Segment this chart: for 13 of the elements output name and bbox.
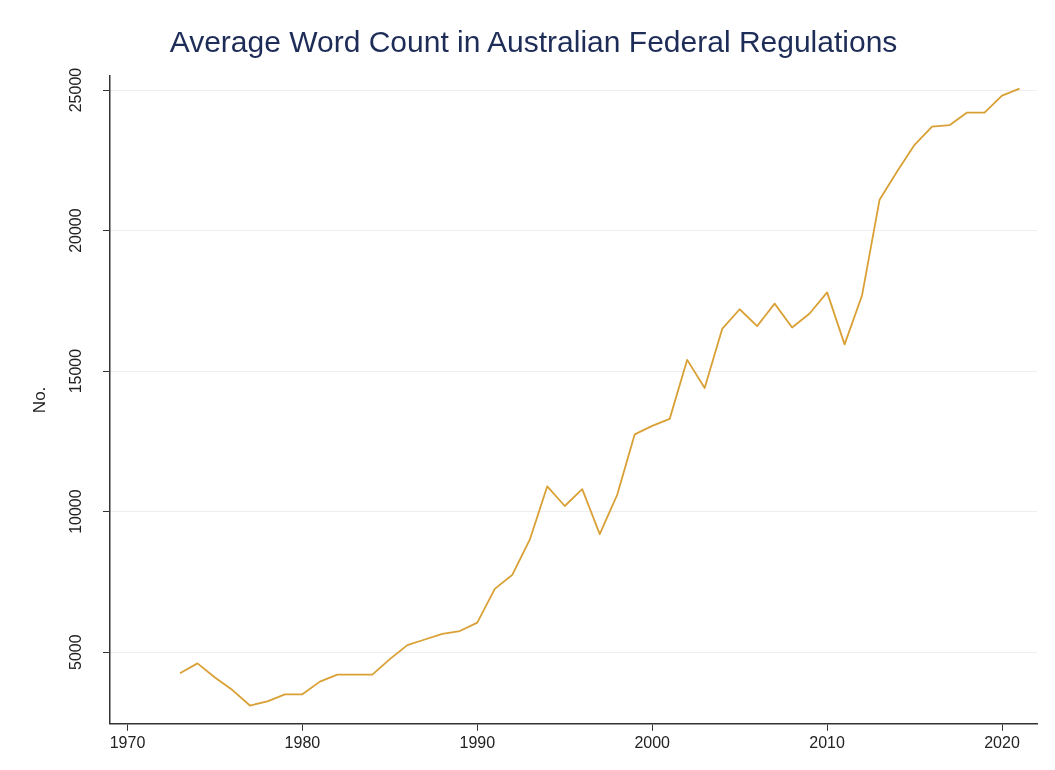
- x-tick-label: 1970: [109, 733, 146, 751]
- x-tick-label: 1980: [284, 733, 321, 751]
- y-tick-label: 20000: [67, 208, 85, 253]
- y-tick-label: 15000: [67, 348, 85, 394]
- y-axis-title: No.: [29, 386, 49, 414]
- x-tick-label: 2000: [634, 733, 671, 751]
- chart-title: Average Word Count in Australian Federal Regulations: [169, 25, 898, 59]
- y-tick-label: 10000: [67, 489, 85, 534]
- x-tick-label: 2010: [809, 733, 846, 751]
- x-tick-label: 1990: [459, 733, 496, 751]
- x-tick-label: 2020: [984, 733, 1020, 751]
- y-tick-label: 25000: [67, 67, 85, 113]
- y-tick-label: 5000: [67, 634, 85, 670]
